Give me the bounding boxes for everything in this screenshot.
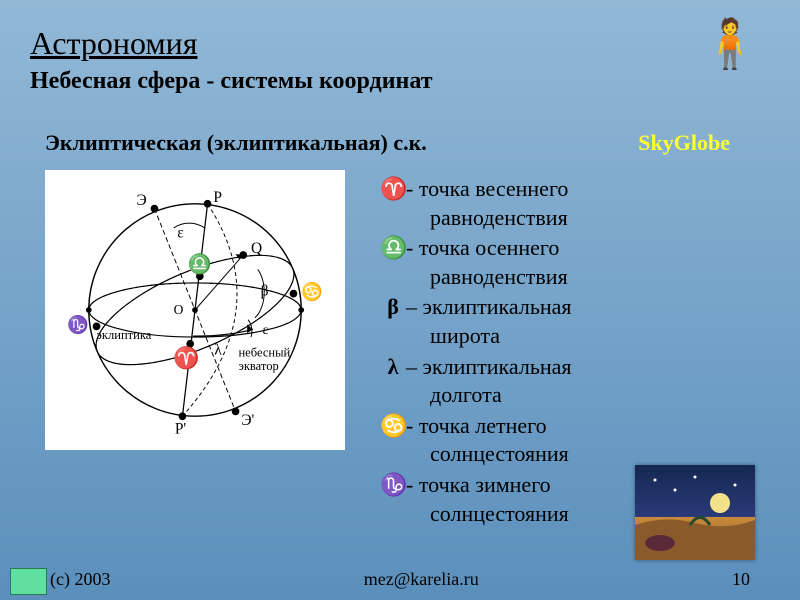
celestial-sphere-diagram: P P' Э Э' Q O ♈ ♎ ♋ ♑ ε ε β λ эклиптика небесныйэкватор [45,170,345,450]
svg-text:небесный: небесный [238,345,290,359]
svg-text:O: O [174,302,184,317]
svg-text:ε: ε [177,225,184,242]
svg-text:β: β [261,283,269,300]
legend-text: – эклиптикальнаядолгота [406,353,572,410]
svg-text:♈: ♈ [173,345,199,370]
flammarion-thumb [635,465,755,560]
svg-text:λ: λ [214,341,222,358]
footer: (с) 2003 mez@karelia.ru 10 [50,569,750,590]
svg-text:P: P [213,189,222,206]
legend-text: - точка осеннегоравноденствия [406,234,572,291]
svg-text:экватор: экватор [238,359,278,373]
legend-item: λ– эклиптикальнаядолгота [380,353,572,410]
svg-text:♎: ♎ [188,252,212,275]
legend-text: - точка весеннегоравноденствия [406,175,572,232]
legend-symbol: λ [380,353,406,382]
svg-text:Q: Q [251,240,262,257]
legend-symbol: ♋ [380,412,406,441]
page-subtitle: Небесная сфера - системы координат [30,68,433,95]
svg-text:♑: ♑ [67,314,89,334]
svg-text:♋: ♋ [301,281,323,301]
legend-item: ♑- точка зимнегосолнцестояния [380,471,572,528]
legend-symbol: ♑ [380,471,406,500]
skyglobe-link[interactable]: SkyGlobe [638,130,730,156]
legend-symbol: β [380,293,406,322]
legend-symbol: ♎ [380,234,406,263]
legend-text: – эклиптикальнаяширота [406,293,572,350]
svg-text:Э': Э' [241,412,254,429]
prev-slide-button[interactable] [10,568,47,595]
legend-symbol: ♈ [380,175,406,204]
legend-item: ♎- точка осеннегоравноденствия [380,234,572,291]
statue-icon: 🧍 [700,15,760,72]
legend-text: - точка летнегосолнцестояния [406,412,572,469]
email: mez@karelia.ru [364,569,479,590]
legend-item: β– эклиптикальнаяширота [380,293,572,350]
page-title: Астрономия [30,25,198,62]
svg-text:P': P' [175,421,187,438]
legend-item: ♋- точка летнегосолнцестояния [380,412,572,469]
svg-text:эклиптика: эклиптика [97,328,152,342]
section-heading: Эклиптическая (эклиптикальная) с.к. [45,130,427,156]
legend: ♈- точка весеннегоравноденствия♎- точка … [380,175,572,530]
svg-text:ε: ε [263,322,269,337]
legend-text: - точка зимнегосолнцестояния [406,471,572,528]
copyright: (с) 2003 [50,569,110,590]
slide-number: 10 [732,569,750,590]
legend-item: ♈- точка весеннегоравноденствия [380,175,572,232]
svg-text:Э: Э [137,192,147,209]
